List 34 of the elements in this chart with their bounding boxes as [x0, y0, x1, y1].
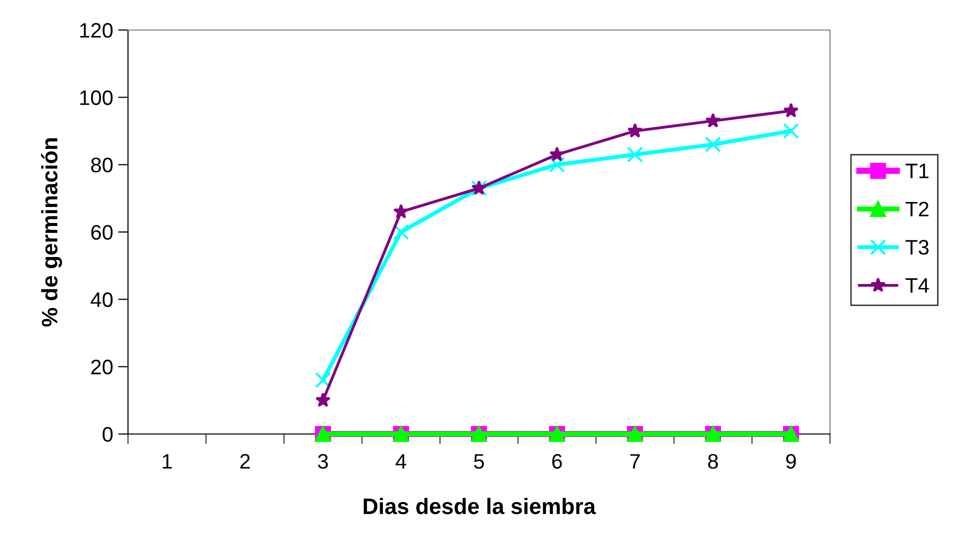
x-tick-label: 8: [708, 454, 718, 469]
legend-label: T1: [906, 164, 928, 178]
point: [549, 146, 565, 162]
point: [393, 224, 409, 240]
x-tick-label: 4: [396, 454, 406, 469]
y-tick-label: 20: [91, 360, 113, 374]
point: [627, 146, 643, 163]
point: [549, 156, 565, 173]
x-tick-label: 6: [552, 454, 562, 469]
point: [783, 102, 799, 118]
point: [627, 123, 643, 138]
point: [315, 372, 331, 388]
legend-label: T4: [906, 278, 929, 293]
x-tick-label: 5: [474, 454, 484, 469]
x-tick-label: 2: [240, 454, 250, 469]
y-tick-label: 120: [80, 23, 113, 38]
x-tick-label: 1: [162, 454, 172, 469]
x-tick-label: 9: [786, 454, 796, 469]
y-tick-label: 80: [91, 158, 113, 172]
y-tick-label: 0: [102, 427, 113, 442]
point: [705, 112, 721, 128]
y-tick-label: 60: [91, 225, 113, 240]
point: [783, 123, 799, 139]
point: [393, 204, 409, 218]
y-axis-title: % de germinación: [40, 138, 62, 327]
legend-label: T3: [906, 240, 929, 255]
x-axis-title: Dias desde la siembra: [364, 498, 596, 514]
x-tick-label: 7: [630, 454, 640, 469]
x-tick-label: 3: [318, 454, 328, 469]
point: [315, 392, 331, 407]
legend-label: T2: [906, 202, 928, 216]
y-tick-label: 40: [90, 292, 113, 308]
y-tick-label: 100: [80, 90, 113, 106]
point: [705, 136, 721, 152]
